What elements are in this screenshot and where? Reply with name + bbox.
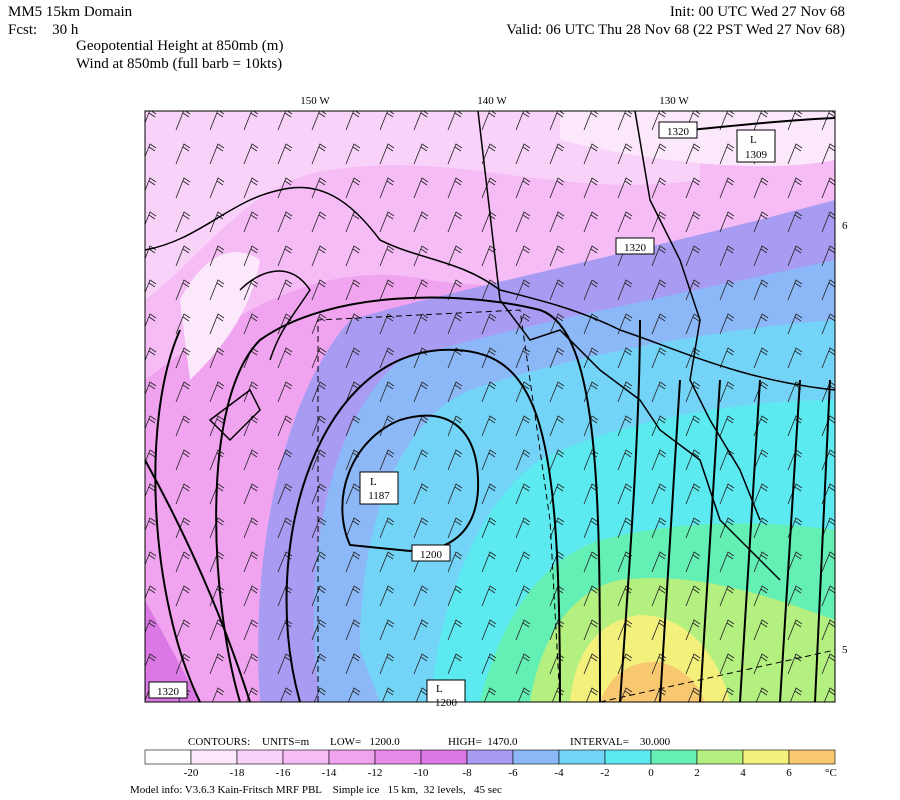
color-swatch bbox=[144, 749, 192, 765]
contour-label-box bbox=[615, 237, 655, 255]
contours-interval: INTERVAL= 30.000 bbox=[570, 736, 671, 748]
contour-label: 1320 bbox=[157, 686, 180, 698]
color-swatch bbox=[190, 749, 238, 765]
color-swatch bbox=[466, 749, 514, 765]
legend-tick-label: -12 bbox=[368, 767, 383, 779]
color-swatch bbox=[374, 749, 422, 765]
longitude-label: 150 W bbox=[300, 95, 330, 107]
contours-units: UNITS=m bbox=[262, 736, 310, 748]
legend-tick-label: 6 bbox=[786, 767, 792, 779]
legend-tick-label: 0 bbox=[648, 767, 654, 779]
legend-tick-label: -8 bbox=[462, 767, 472, 779]
longitude-label: 140 W bbox=[477, 95, 507, 107]
color-swatch bbox=[604, 749, 652, 765]
low-marker: L bbox=[436, 683, 443, 695]
init-time: Init: 00 UTC Wed 27 Nov 68 bbox=[670, 4, 845, 20]
color-swatch bbox=[512, 749, 560, 765]
legend-tick-label: 2 bbox=[694, 767, 700, 779]
legend-unit: °C bbox=[825, 767, 837, 779]
color-swatch bbox=[696, 749, 744, 765]
field-title: Geopotential Height at 850mb (m) bbox=[76, 38, 283, 54]
model-info: Model info: V3.6.3 Kain-Fritsch MRF PBL … bbox=[130, 784, 502, 796]
contour-label-box bbox=[148, 681, 188, 699]
color-swatch bbox=[558, 749, 606, 765]
contours-label: CONTOURS: bbox=[188, 736, 250, 748]
legend-tick-label: -10 bbox=[414, 767, 429, 779]
contour-label: 1320 bbox=[667, 126, 690, 138]
latitude-label: 6 bbox=[842, 220, 848, 232]
low-value: 1309 bbox=[745, 149, 768, 161]
map bbox=[145, 111, 835, 702]
legend-tick-label: 4 bbox=[740, 767, 746, 779]
low-box bbox=[359, 471, 399, 505]
contour-label-box bbox=[411, 544, 451, 562]
contour-label: 1320 bbox=[624, 242, 647, 254]
longitude-label: 130 W bbox=[659, 95, 689, 107]
contour-label-box bbox=[658, 121, 698, 139]
field-title: Wind at 850mb (full barb = 10kts) bbox=[76, 56, 282, 72]
contour-label: 1200 bbox=[420, 549, 443, 561]
legend-tick-label: -6 bbox=[508, 767, 518, 779]
color-legend: -20 -18 -16 -14 -12 -10 -8 -6 -4 -2 0 2 4 6 °C bbox=[144, 749, 837, 779]
color-swatch bbox=[282, 749, 330, 765]
legend-tick-label: -16 bbox=[276, 767, 291, 779]
legend-tick-label: -2 bbox=[600, 767, 609, 779]
legend-tick-label: -14 bbox=[322, 767, 337, 779]
color-swatch bbox=[236, 749, 284, 765]
legend-tick-label: -18 bbox=[230, 767, 245, 779]
color-swatch bbox=[742, 749, 790, 765]
contours-low: LOW= 1200.0 bbox=[330, 736, 400, 748]
low-box bbox=[736, 129, 776, 163]
legend-tick-label: -20 bbox=[184, 767, 199, 779]
low-value: 1187 bbox=[368, 490, 390, 502]
color-swatch bbox=[328, 749, 376, 765]
low-value: 1200 bbox=[435, 697, 458, 709]
color-swatch bbox=[420, 749, 468, 765]
latitude-label: 5 bbox=[842, 644, 848, 656]
valid-time: Valid: 06 UTC Thu 28 Nov 68 (22 PST Wed … bbox=[506, 22, 845, 38]
map-frame bbox=[144, 110, 836, 703]
color-swatch bbox=[788, 749, 836, 765]
color-swatch bbox=[650, 749, 698, 765]
low-marker: L bbox=[750, 134, 757, 146]
contours-high: HIGH= 1470.0 bbox=[448, 736, 518, 748]
model-title: MM5 15km Domain bbox=[8, 4, 133, 20]
low-box bbox=[426, 679, 466, 703]
forecast-hour: Fcst: 30 h bbox=[8, 22, 79, 38]
legend-tick-label: -4 bbox=[554, 767, 564, 779]
low-marker: L bbox=[370, 476, 377, 488]
